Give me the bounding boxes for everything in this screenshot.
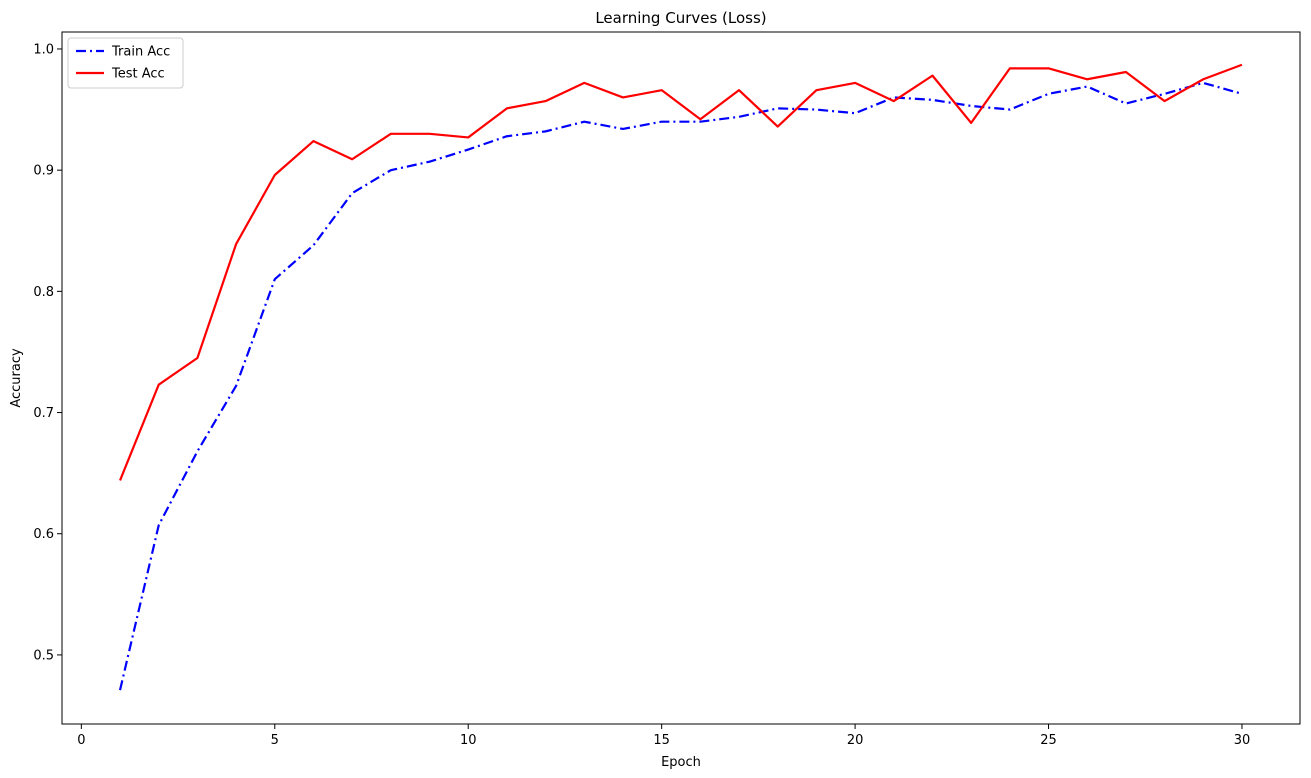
x-tick-label: 20 [847,733,864,748]
legend: Train Acc Test Acc [67,37,184,89]
y-tick-label: 0.7 [33,406,54,421]
x-axis: 0 5 10 15 20 25 30 [77,724,1250,748]
x-axis-label: Epoch [661,755,701,770]
y-axis-label: Accuracy [9,348,24,408]
x-tick-label: 0 [77,733,85,748]
y-tick-label: 1.0 [33,42,54,57]
legend-label: Train Acc [111,45,170,60]
x-tick-label: 10 [460,733,477,748]
x-tick-label: 30 [1234,733,1251,748]
y-axis: 0.5 0.6 0.7 0.8 0.9 1.0 [33,42,62,663]
series-line-train-acc [118,81,1243,691]
legend-label: Test Acc [111,67,165,82]
x-tick-label: 5 [271,733,279,748]
y-tick-label: 0.5 [33,648,54,663]
series-line-test-acc [119,63,1243,481]
x-tick-label: 25 [1040,733,1057,748]
chart-title: Learning Curves (Loss) [595,9,766,27]
y-tick-label: 0.9 [33,164,54,179]
x-tick-label: 15 [653,733,670,748]
plot-area [61,31,1301,725]
series-layer [118,63,1243,691]
y-tick-label: 0.8 [33,285,54,300]
y-tick-label: 0.6 [33,527,54,542]
plot-frame [61,31,1301,725]
